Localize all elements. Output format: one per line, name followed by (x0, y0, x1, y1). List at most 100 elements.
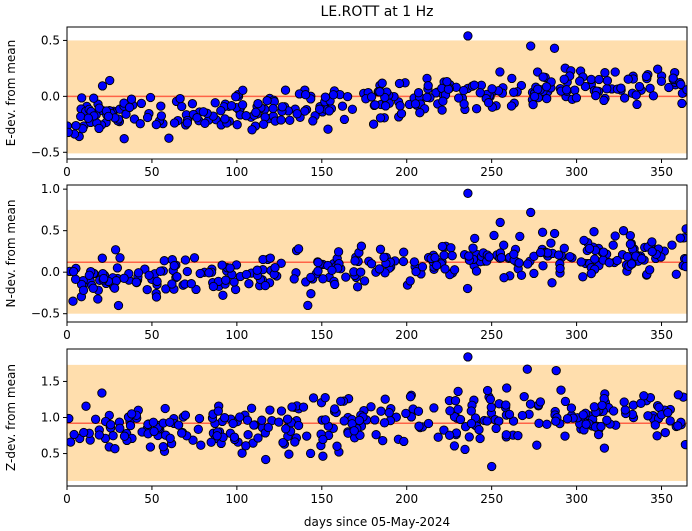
data-point (528, 99, 538, 110)
x-tick-label: 100 (225, 492, 248, 506)
data-point (463, 31, 473, 41)
data-point (589, 402, 599, 412)
x-tick-label: 50 (144, 492, 159, 506)
data-point (274, 417, 284, 427)
data-point (384, 408, 394, 418)
data-point (70, 274, 81, 284)
data-point (529, 91, 540, 102)
x-tick-label: 300 (565, 492, 588, 506)
data-point (112, 263, 123, 273)
data-point (90, 414, 101, 424)
data-point (263, 422, 273, 433)
data-point (285, 115, 295, 125)
data-point (237, 100, 248, 110)
data-point (145, 442, 156, 452)
data-point (673, 421, 683, 431)
data-point (284, 449, 294, 459)
data-point (471, 104, 482, 114)
data-point (443, 84, 454, 94)
data-point (626, 259, 637, 269)
data-point (475, 433, 485, 444)
data-point (576, 257, 586, 267)
data-point (538, 72, 548, 82)
data-point (308, 393, 319, 403)
data-point (546, 238, 556, 248)
data-point (368, 119, 379, 129)
data-point (187, 99, 198, 109)
data-point (453, 386, 463, 397)
data-point (342, 91, 353, 102)
data-point (119, 134, 129, 144)
data-point (306, 272, 316, 283)
panel-0: 0 50 100 150 200 250 300 350 −0.5 0.0 0.5 E-dev. fr… (4, 26, 688, 179)
data-point (513, 430, 523, 441)
data-point (437, 241, 448, 252)
data-point (532, 440, 542, 450)
data-point (415, 108, 425, 118)
data-point (366, 92, 377, 102)
data-point (81, 401, 91, 411)
data-point (145, 92, 156, 103)
data-point (158, 442, 168, 452)
data-point (115, 253, 125, 263)
data-point (584, 243, 595, 254)
data-point (482, 416, 492, 426)
data-point (290, 437, 300, 447)
data-point (198, 107, 209, 117)
data-point (238, 85, 248, 95)
data-point (246, 403, 257, 413)
points (67, 352, 687, 472)
data-point (217, 260, 227, 270)
data-point (519, 391, 529, 402)
data-point (489, 230, 499, 241)
data-point (394, 78, 405, 89)
data-point (507, 73, 517, 84)
data-point (366, 402, 376, 412)
data-point (430, 252, 440, 263)
y-tick-label: 1.0 (41, 411, 60, 425)
data-point (648, 91, 659, 101)
data-point (491, 423, 501, 434)
data-point (639, 391, 649, 401)
data-point (67, 127, 73, 138)
data-point (354, 415, 365, 426)
x-tick-label: 300 (565, 165, 588, 179)
data-point (517, 410, 528, 421)
data-point (396, 108, 407, 119)
data-point (109, 283, 120, 293)
data-point (681, 224, 687, 234)
data-point (276, 115, 286, 125)
data-point (608, 406, 619, 416)
y-axis-label: N-dev. from mean (4, 200, 18, 308)
x-tick-label: 350 (650, 328, 673, 342)
data-point (103, 111, 114, 122)
data-point (446, 243, 456, 253)
points (67, 31, 687, 144)
data-point (665, 416, 675, 426)
data-point (159, 256, 169, 266)
data-point (571, 93, 582, 103)
data-point (251, 107, 261, 117)
data-point (144, 270, 154, 280)
data-point (422, 92, 432, 103)
x-tick-label: 150 (310, 492, 333, 506)
data-point (160, 403, 170, 414)
data-point (542, 93, 552, 104)
y-tick-label: 0.5 (41, 33, 60, 47)
data-point (464, 251, 474, 261)
data-point (136, 98, 147, 109)
data-point (200, 118, 210, 128)
x-tick-label: 0 (63, 328, 71, 342)
data-point (276, 406, 287, 416)
data-point (188, 435, 198, 445)
points (67, 188, 687, 311)
y-tick-label: 0.0 (41, 265, 60, 279)
data-point (339, 114, 350, 125)
data-point (495, 67, 505, 77)
data-point (359, 276, 370, 286)
data-point (76, 111, 86, 122)
data-point (681, 261, 687, 272)
data-point (619, 397, 629, 407)
data-point (652, 431, 662, 441)
y-tick-label: −0.5 (31, 145, 60, 159)
